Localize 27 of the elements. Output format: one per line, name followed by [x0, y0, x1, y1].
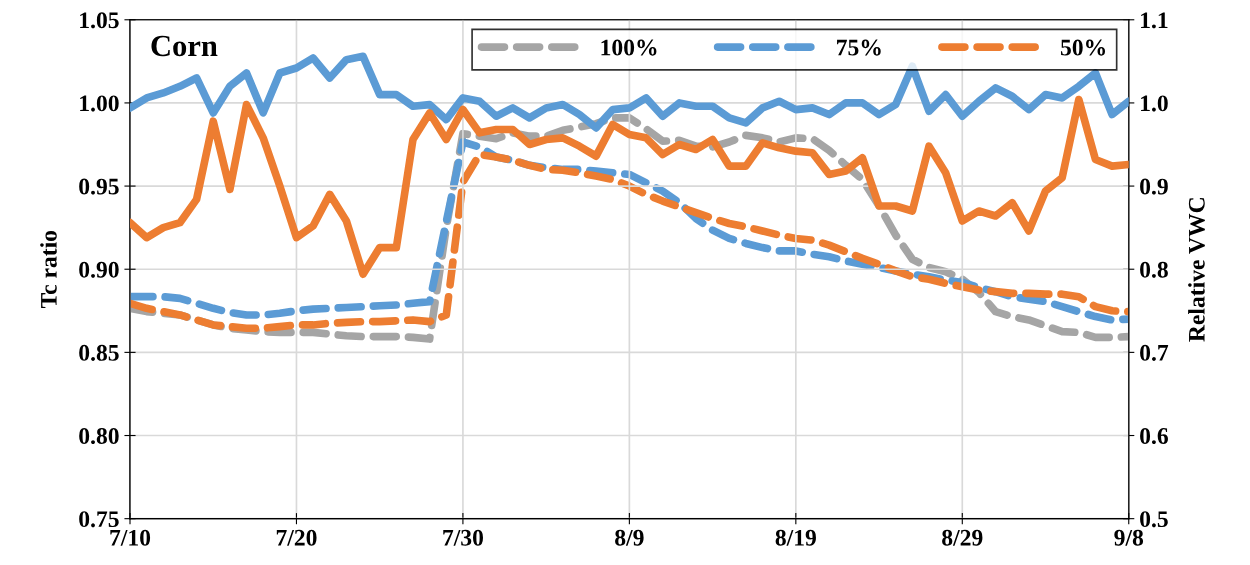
- legend-label: 50%: [1060, 39, 1106, 56]
- y-tick-label: 0.75: [79, 511, 119, 528]
- legend-label: 100%: [601, 39, 657, 56]
- y2-tick-label: 1.0: [1141, 95, 1168, 112]
- y2-tick-label: 0.7: [1140, 344, 1169, 361]
- x-tick-label: 8/29: [942, 529, 983, 546]
- legend-label: 75%: [837, 39, 881, 56]
- y2-tick-label: 1.1: [1141, 12, 1168, 29]
- y2-tick-label: 0.6: [1140, 428, 1168, 445]
- x-tick-label: 8/19: [775, 529, 816, 546]
- y2-tick-label: 0.8: [1140, 261, 1168, 278]
- chart-title: Corn: [151, 35, 218, 57]
- y-tick-label: 0.90: [79, 261, 119, 278]
- y2-axis-title: Relative VWC: [1188, 198, 1205, 342]
- x-tick-label: 7/30: [443, 529, 484, 546]
- y-tick-label: 0.95: [79, 178, 119, 195]
- y-tick-label: 1.00: [80, 95, 119, 112]
- x-tick-label: 8/9: [615, 529, 644, 546]
- x-tick-label: 7/10: [110, 529, 151, 546]
- y-tick-label: 0.85: [79, 344, 119, 361]
- y-tick-label: 1.05: [80, 12, 119, 29]
- y2-tick-label: 0.5: [1140, 511, 1168, 528]
- y-axis-title: Tc ratio: [40, 230, 57, 309]
- y2-tick-label: 0.9: [1140, 178, 1168, 195]
- x-tick-label: 9/8: [1114, 529, 1144, 546]
- y-tick-label: 0.80: [79, 428, 119, 445]
- x-tick-label: 7/20: [276, 529, 317, 546]
